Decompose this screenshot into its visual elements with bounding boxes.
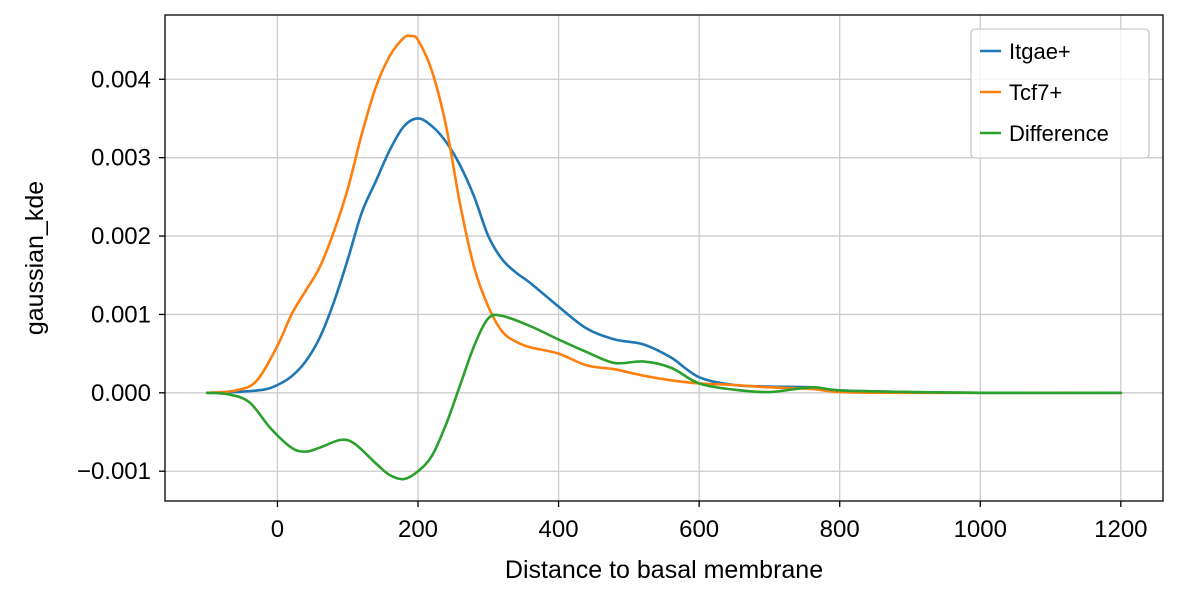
x-tick-label: 1000: [954, 516, 1007, 543]
legend: Itgae+ Tcf7+ Difference: [970, 28, 1150, 159]
series-line-tcf7: [205, 34, 1123, 395]
y-tick-label: 0.002: [91, 223, 151, 250]
legend-box: [970, 28, 1150, 159]
series-line-difference: [205, 313, 1123, 481]
x-tick-label: 200: [398, 516, 438, 543]
x-tick-label: 600: [679, 516, 719, 543]
y-tick-label: 0.004: [91, 66, 151, 93]
x-tick-label: 1200: [1094, 516, 1147, 543]
x-tick-label: 800: [820, 516, 860, 543]
ticks: 0 200 400 600 800 1000 1200 −0.001 0.000 0.001 0.0…: [77, 66, 1148, 543]
legend-label-itgae: Itgae+: [1009, 39, 1071, 64]
legend-label-tcf7: Tcf7+: [1009, 80, 1062, 105]
y-axis-label: gaussian_kde: [21, 181, 49, 335]
y-tick-label: 0.001: [91, 301, 151, 328]
y-tick-label: −0.001: [77, 458, 151, 485]
series-lines: [205, 34, 1123, 481]
x-axis-label: Distance to basal membrane: [505, 556, 823, 584]
y-tick-label: 0.003: [91, 145, 151, 172]
x-tick-label: 400: [539, 516, 579, 543]
x-tick-label: 0: [271, 516, 284, 543]
plot-frame: [164, 14, 1164, 502]
legend-label-difference: Difference: [1009, 121, 1109, 146]
y-tick-label: 0.000: [91, 380, 151, 407]
